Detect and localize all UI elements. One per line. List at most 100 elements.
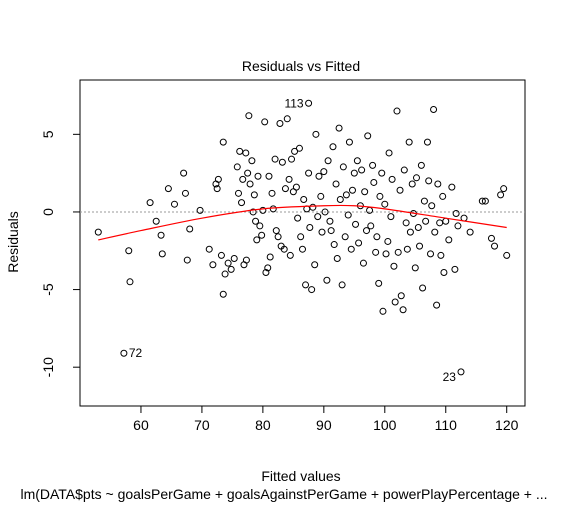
data-point bbox=[454, 222, 462, 230]
data-point bbox=[286, 251, 294, 259]
data-point bbox=[503, 251, 511, 259]
data-point bbox=[258, 231, 266, 239]
y-tick-label: -10 bbox=[40, 357, 56, 377]
data-point bbox=[402, 219, 410, 227]
data-point bbox=[352, 220, 360, 228]
data-point bbox=[332, 180, 340, 188]
data-point bbox=[248, 157, 256, 165]
data-point bbox=[348, 186, 356, 194]
x-tick-label: 110 bbox=[435, 417, 458, 433]
data-point bbox=[280, 245, 288, 253]
data-point bbox=[500, 185, 508, 193]
data-point bbox=[345, 138, 353, 146]
data-point bbox=[430, 105, 438, 113]
data-point bbox=[466, 228, 474, 236]
data-point bbox=[224, 259, 232, 267]
x-tick-label: 80 bbox=[255, 417, 271, 433]
data-point bbox=[265, 172, 273, 180]
data-point bbox=[376, 192, 384, 200]
data-point bbox=[324, 157, 332, 165]
x-tick-label: 70 bbox=[194, 417, 210, 433]
data-point bbox=[302, 281, 310, 289]
data-point bbox=[125, 247, 133, 255]
data-point bbox=[276, 119, 284, 127]
data-point bbox=[445, 236, 453, 244]
data-point bbox=[366, 206, 374, 214]
data-point bbox=[268, 189, 276, 197]
data-point bbox=[308, 286, 316, 294]
data-point bbox=[391, 298, 399, 306]
data-point bbox=[271, 155, 279, 163]
data-point bbox=[309, 203, 317, 211]
data-point bbox=[393, 107, 401, 115]
data-point bbox=[94, 228, 102, 236]
data-point bbox=[359, 259, 367, 267]
data-point bbox=[274, 233, 282, 241]
data-point bbox=[439, 192, 447, 200]
data-point bbox=[315, 172, 323, 180]
data-point bbox=[400, 166, 408, 174]
data-point bbox=[397, 292, 405, 300]
data-point bbox=[196, 206, 204, 214]
data-point bbox=[378, 169, 386, 177]
data-point bbox=[253, 236, 261, 244]
data-point bbox=[233, 163, 241, 171]
data-point bbox=[387, 213, 395, 221]
data-point bbox=[390, 262, 398, 270]
data-point bbox=[384, 237, 392, 245]
data-point bbox=[297, 233, 305, 241]
data-point bbox=[219, 138, 227, 146]
data-point bbox=[388, 175, 396, 183]
smooth-line bbox=[98, 204, 507, 241]
data-point bbox=[305, 169, 313, 177]
data-point bbox=[239, 175, 247, 183]
data-point bbox=[250, 191, 258, 199]
data-point bbox=[213, 185, 221, 193]
data-point bbox=[209, 261, 217, 269]
outlier-point bbox=[120, 349, 128, 357]
chart-title: Residuals vs Fitted bbox=[242, 58, 360, 74]
data-point bbox=[299, 245, 306, 253]
data-point bbox=[358, 166, 366, 174]
data-point bbox=[451, 265, 459, 273]
data-point bbox=[221, 270, 229, 278]
data-point bbox=[264, 264, 272, 272]
data-point bbox=[497, 191, 505, 199]
data-point bbox=[394, 248, 402, 256]
data-point bbox=[335, 124, 343, 132]
data-point bbox=[372, 248, 380, 256]
data-point bbox=[323, 276, 331, 284]
outlier-point bbox=[457, 368, 465, 376]
outlier-point bbox=[305, 99, 313, 107]
data-point bbox=[381, 200, 389, 208]
data-point bbox=[214, 175, 222, 183]
data-point bbox=[427, 250, 435, 258]
data-point bbox=[487, 234, 495, 242]
data-point bbox=[412, 174, 420, 182]
data-point bbox=[336, 196, 344, 204]
outlier-label: 23 bbox=[443, 370, 457, 384]
x-tick-label: 60 bbox=[133, 417, 149, 433]
data-point bbox=[306, 223, 314, 231]
data-point bbox=[379, 307, 387, 315]
data-point bbox=[419, 284, 427, 292]
x-axis-label: Fitted values bbox=[261, 468, 340, 484]
data-point bbox=[339, 163, 347, 171]
data-point bbox=[364, 132, 372, 140]
data-point bbox=[347, 245, 355, 253]
outlier-label: 113 bbox=[284, 96, 303, 110]
data-point bbox=[158, 250, 166, 258]
data-point bbox=[375, 279, 383, 287]
y-tick-label: -5 bbox=[40, 283, 56, 296]
data-point bbox=[234, 189, 242, 197]
data-point bbox=[448, 183, 456, 191]
data-point bbox=[272, 227, 280, 235]
data-point bbox=[399, 306, 407, 314]
data-point bbox=[428, 202, 436, 210]
data-point bbox=[369, 161, 377, 169]
data-point bbox=[219, 290, 227, 298]
data-point bbox=[363, 227, 371, 235]
data-point bbox=[259, 206, 267, 214]
y-tick-label: 0 bbox=[40, 208, 56, 216]
data-point bbox=[170, 200, 178, 208]
